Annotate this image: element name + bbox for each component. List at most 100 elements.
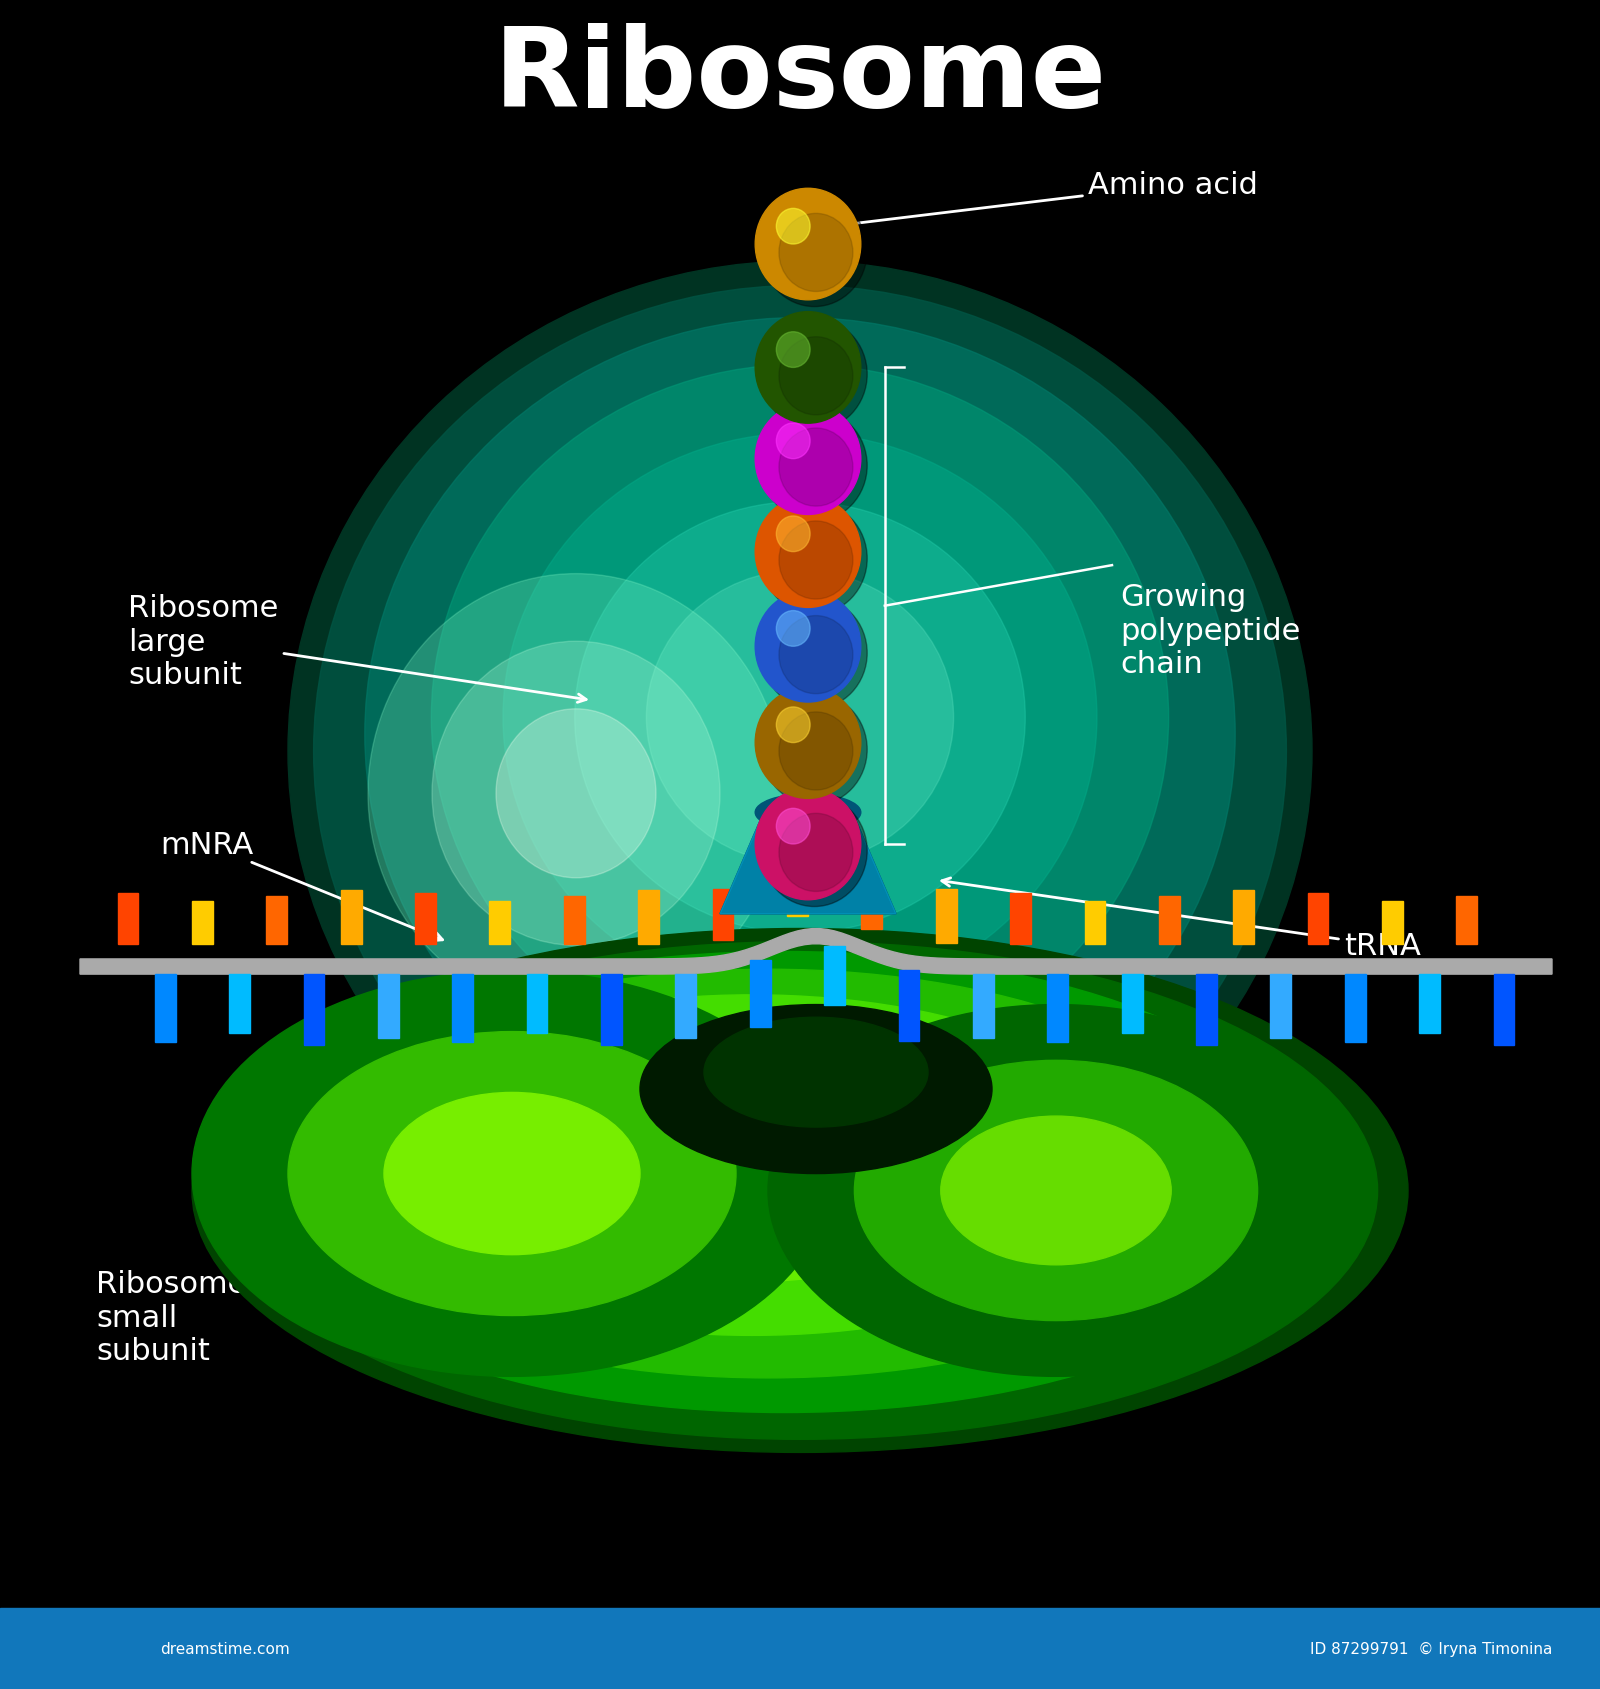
Bar [1307,893,1328,944]
Circle shape [755,789,861,900]
Ellipse shape [288,262,1312,1241]
Circle shape [762,598,867,709]
Circle shape [368,574,784,1013]
Bar [341,890,362,944]
Circle shape [779,429,853,507]
Bar [1048,975,1069,1042]
Ellipse shape [538,1071,902,1226]
Bar [304,975,325,1045]
Ellipse shape [192,971,832,1377]
Circle shape [755,497,861,608]
Circle shape [755,687,861,799]
Bar [1234,890,1254,944]
Bar [750,961,771,1029]
Bar [453,975,474,1042]
Circle shape [776,809,810,844]
Bar [973,975,994,1039]
Bar [1419,975,1440,1034]
Circle shape [762,503,867,615]
Circle shape [432,642,720,946]
Text: ID 87299791  © Iryna Timonina: ID 87299791 © Iryna Timonina [1310,1642,1552,1655]
Ellipse shape [574,502,1026,934]
Circle shape [779,338,853,415]
Ellipse shape [768,1005,1344,1377]
Circle shape [776,424,810,459]
Bar [0,1608,1600,1689]
Ellipse shape [502,434,1098,1002]
Ellipse shape [941,1116,1171,1265]
Bar [638,890,659,944]
Text: tRNA: tRNA [942,878,1421,961]
Bar [1158,897,1179,944]
Circle shape [776,708,810,743]
Ellipse shape [288,1032,736,1316]
Bar [563,897,584,944]
Bar [1010,893,1030,944]
Bar [266,897,286,944]
Ellipse shape [640,1005,992,1174]
Ellipse shape [365,319,1235,1152]
Bar [675,975,696,1039]
Bar [526,975,547,1034]
Bar [378,975,398,1039]
Ellipse shape [192,929,1408,1453]
Text: Ribosome: Ribosome [493,22,1107,130]
Circle shape [779,713,853,790]
Circle shape [776,333,810,368]
Polygon shape [720,821,896,914]
Circle shape [755,312,861,424]
Text: mNRA: mNRA [160,829,443,941]
Bar [1197,975,1218,1045]
Circle shape [762,796,867,907]
Ellipse shape [445,1032,1027,1282]
Bar [1494,975,1514,1045]
Circle shape [779,814,853,892]
Bar [824,946,845,1005]
Polygon shape [720,821,896,914]
Bar [787,873,808,915]
Bar [712,890,733,941]
Ellipse shape [222,942,1378,1439]
Text: Ribosome
large
subunit: Ribosome large subunit [128,595,586,703]
Bar [1085,902,1106,944]
Polygon shape [720,821,896,914]
Bar [1270,975,1291,1039]
Circle shape [779,616,853,694]
Bar [1122,975,1142,1034]
Bar [229,975,250,1034]
Bar [414,893,435,944]
Bar [118,893,138,944]
Circle shape [762,319,867,431]
Circle shape [762,694,867,806]
Ellipse shape [854,1061,1258,1321]
Ellipse shape [314,287,1286,1216]
Text: Amino acid: Amino acid [830,171,1258,230]
Circle shape [779,522,853,600]
Circle shape [776,611,810,647]
Polygon shape [80,929,1552,975]
Bar [602,975,622,1045]
Bar [155,975,176,1042]
Bar [899,971,920,1042]
Bar [490,902,510,944]
Circle shape [755,404,861,515]
Circle shape [762,196,867,307]
Bar [936,890,957,944]
Ellipse shape [646,571,954,865]
Ellipse shape [770,801,846,826]
Circle shape [762,410,867,522]
Bar [1382,902,1403,944]
Bar [1346,975,1366,1042]
Bar [1456,897,1477,944]
Text: Ribosome
small
subunit: Ribosome small subunit [96,1223,666,1365]
Circle shape [755,591,861,703]
Ellipse shape [357,995,1147,1336]
Bar [192,902,213,944]
Circle shape [496,709,656,878]
Ellipse shape [250,953,1318,1412]
Text: Growing
polypeptide
chain: Growing polypeptide chain [1120,583,1301,679]
Ellipse shape [384,1093,640,1255]
Circle shape [755,189,861,301]
Ellipse shape [755,794,861,831]
Circle shape [776,209,810,245]
